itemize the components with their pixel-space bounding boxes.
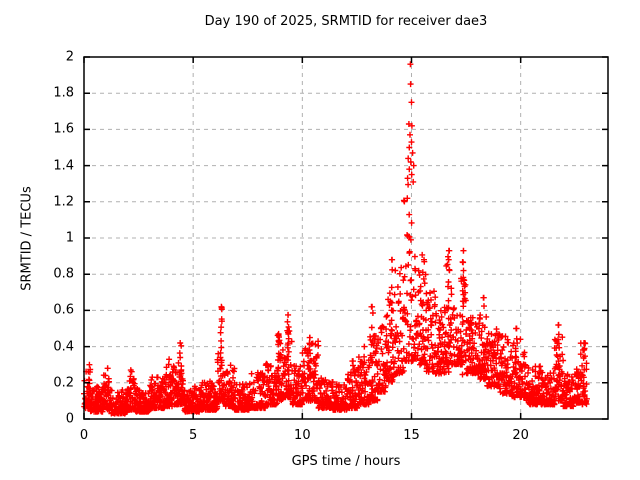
y-tick-label: 0.2 xyxy=(53,375,74,391)
x-tick-label: 0 xyxy=(79,428,89,443)
y-tick-label: 0.6 xyxy=(53,302,74,318)
x-axis-label: GPS time / hours xyxy=(291,454,401,469)
y-tick-label: 1.4 xyxy=(53,158,74,174)
x-tick-label: 5 xyxy=(189,428,198,443)
chart-title: Day 190 of 2025, SRMTID for receiver dae… xyxy=(204,14,488,29)
y-tick-label: 1.2 xyxy=(53,194,74,210)
y-tick-label: 0.8 xyxy=(53,266,74,282)
x-tick-label: 20 xyxy=(512,428,529,443)
y-tick-label: 0 xyxy=(65,411,74,427)
x-tick-label: 15 xyxy=(403,428,420,443)
y-tick-label: 2 xyxy=(65,49,74,65)
y-tick-label: 1 xyxy=(65,230,74,246)
axis-ticks xyxy=(83,56,608,420)
y-tick-label: 1.8 xyxy=(53,85,74,101)
y-tick-label: 0.4 xyxy=(53,339,74,355)
plot-border xyxy=(83,56,609,420)
y-tick-label: 1.6 xyxy=(53,121,74,137)
scatter-markers xyxy=(81,61,590,417)
x-tick-label: 10 xyxy=(294,428,311,443)
gridlines xyxy=(84,57,608,419)
